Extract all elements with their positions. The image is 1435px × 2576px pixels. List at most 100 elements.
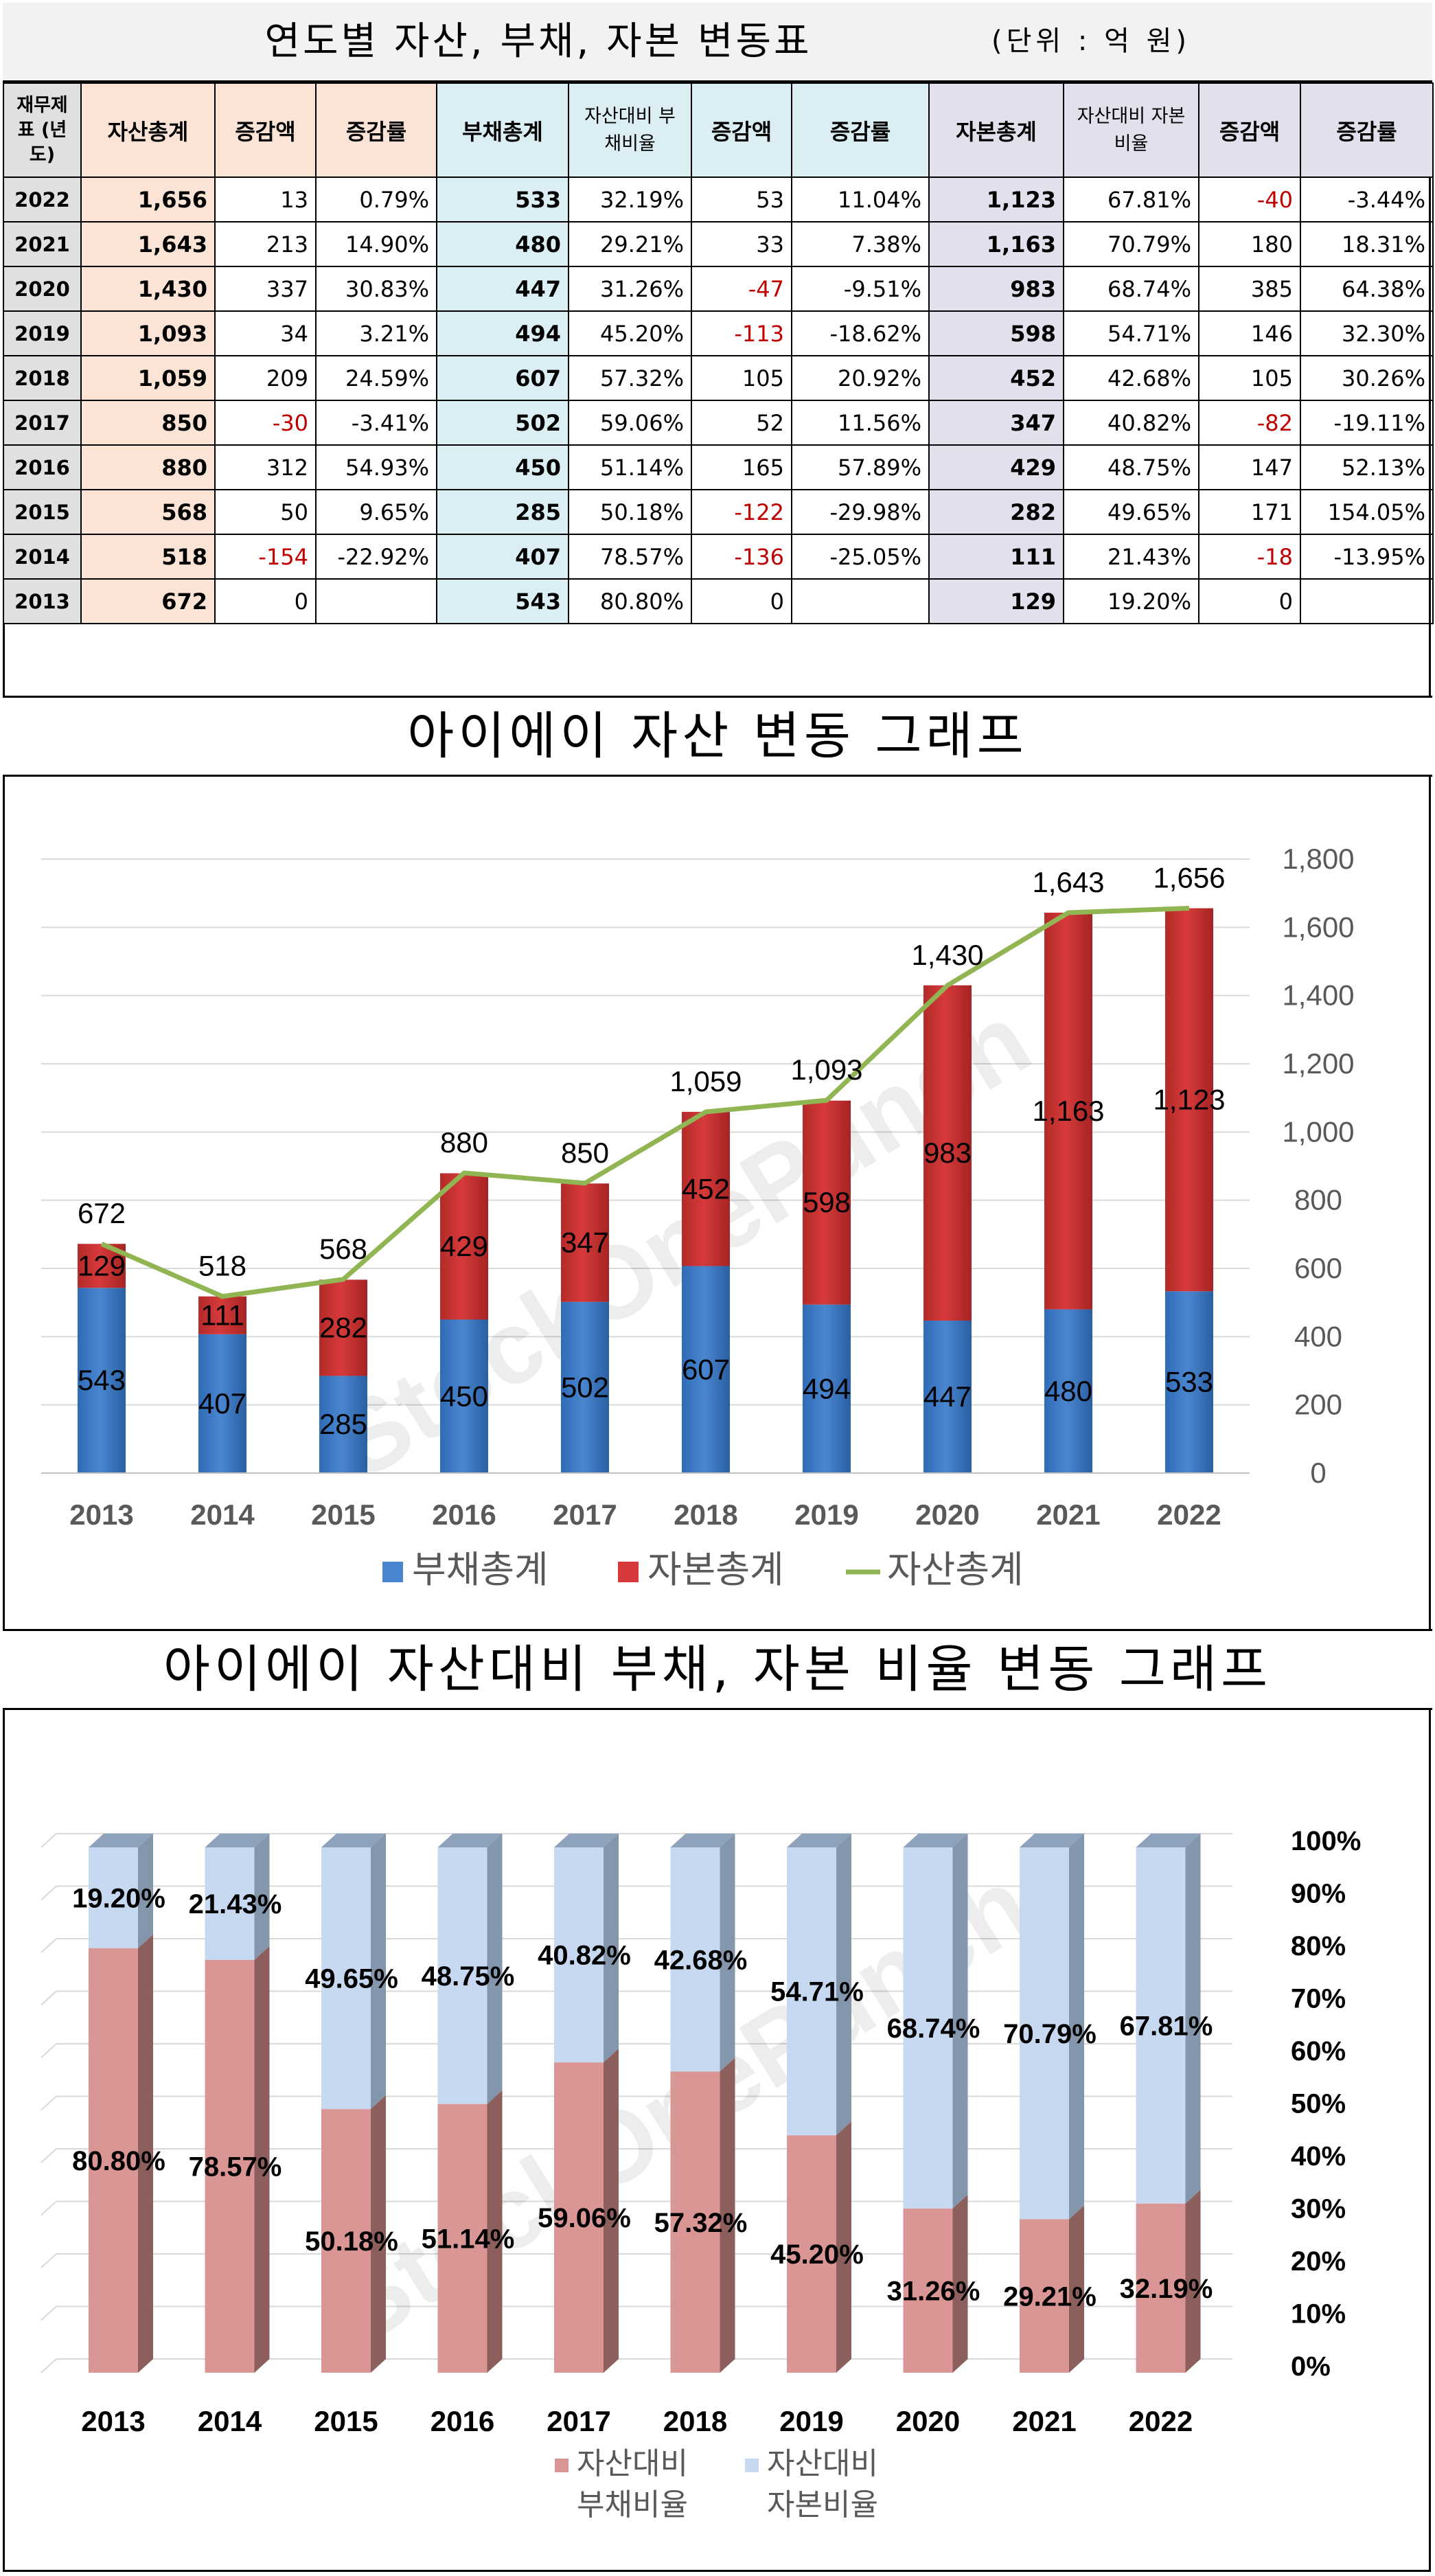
legend-label-equity-ratio-2: 자본비율: [767, 2487, 878, 2522]
col-header-liab-total: 부채총계: [436, 82, 569, 178]
equity-ratio-label: 67.81%: [1120, 2011, 1213, 2041]
cell-liab: 607: [436, 355, 569, 401]
equity-ratio-bar-top: [1020, 1834, 1084, 1847]
asset-data-label: 1,059: [669, 1065, 742, 1097]
equity-ratio-bar-side: [952, 1834, 968, 2209]
cell-liab-change: -136: [691, 534, 792, 580]
cell-eq-ratio: 70.79%: [1063, 221, 1199, 267]
cell-liab-ratio: 80.80%: [568, 578, 692, 624]
liability-ratio-label: 31.26%: [887, 2276, 980, 2306]
table-title: 연도별 자산, 부채, 자본 변동표: [264, 19, 812, 64]
cell-asset-change: -154: [214, 534, 317, 580]
x-tick-label: 2013: [81, 2405, 145, 2437]
cell-eq: 347: [928, 400, 1064, 446]
cell-eq-rate: -13.95%: [1300, 534, 1434, 580]
equity-bar: [1165, 908, 1213, 1292]
cell-eq-change: 180: [1198, 221, 1301, 267]
cell-eq: 429: [928, 444, 1064, 490]
asset-change-chart: 02004006008001,0001,2001,4001,6001,800St…: [41, 843, 1355, 1591]
liability-ratio-bar: [1020, 2219, 1069, 2373]
liability-ratio-bar-side: [371, 2095, 386, 2373]
cell-asset-change: -30: [214, 400, 317, 446]
cell-asset-rate: -3.41%: [315, 400, 437, 446]
cell-eq-rate: 32.30%: [1300, 310, 1434, 356]
liability-ratio-bar-side: [720, 2058, 735, 2373]
cell-liab-ratio: 29.21%: [568, 221, 692, 267]
cell-asset-change: 13: [214, 176, 317, 223]
y-tick-label: 20%: [1291, 2246, 1346, 2277]
cell-asset: 672: [80, 578, 216, 624]
cell-asset-change: 213: [214, 221, 317, 267]
liability-data-label: 285: [319, 1408, 367, 1440]
cell-liab: 407: [436, 534, 569, 580]
liability-ratio-bar: [1136, 2203, 1186, 2373]
financial-table: 재무제표 (년도) 자산총계 증감액 증감률 부채총계 자산대비 부채비율 증감…: [3, 82, 1434, 624]
y-tick-label: 60%: [1291, 2036, 1346, 2066]
cell-eq: 598: [928, 310, 1064, 356]
cell-asset-rate: -22.92%: [315, 534, 437, 580]
legend-label-equity: 자본총계: [647, 1548, 784, 1591]
cell-liab-change: 165: [691, 444, 792, 490]
equity-ratio-bar-side: [1069, 1834, 1084, 2220]
y-tick-label: 90%: [1291, 1879, 1346, 1909]
legend-label-liability-ratio-2: 부채비율: [577, 2487, 688, 2522]
asset-data-label: 850: [561, 1137, 609, 1169]
gridline-slant: [41, 1833, 57, 1848]
equity-ratio-bar-side: [138, 1834, 153, 1948]
legend-swatch-liability-ratio: [555, 2459, 569, 2472]
x-tick-label: 2015: [311, 1498, 375, 1531]
y-tick-label: 400: [1294, 1320, 1342, 1352]
cell-liab-change: 52: [691, 400, 792, 446]
liability-data-label: 543: [78, 1364, 126, 1396]
cell-eq-rate: 154.05%: [1300, 489, 1434, 535]
equity-data-label: 983: [923, 1137, 972, 1169]
equity-ratio-bar: [437, 1847, 487, 2104]
cell-year: 2014: [3, 534, 82, 580]
legend-label-asset: 자산총계: [887, 1548, 1024, 1591]
equity-ratio-bar-top: [321, 1834, 386, 1847]
liability-data-label: 480: [1044, 1375, 1092, 1407]
liability-ratio-bar: [554, 2062, 604, 2373]
cell-liab-rate: 11.56%: [791, 400, 930, 446]
equity-ratio-bar-top: [437, 1834, 503, 1847]
liability-ratio-bar-side: [836, 2121, 851, 2373]
cell-eq: 1,123: [928, 176, 1064, 223]
cell-eq-ratio: 21.43%: [1063, 534, 1199, 580]
cell-liab-ratio: 51.14%: [568, 444, 692, 490]
equity-ratio-bar: [205, 1847, 255, 1960]
cell-asset-rate: 14.90%: [315, 221, 437, 267]
cell-eq-change: 171: [1198, 489, 1301, 535]
liability-ratio-bar: [437, 2104, 487, 2373]
cell-liab-rate: 11.04%: [791, 176, 930, 223]
y-tick-label: 1,800: [1282, 843, 1354, 875]
cell-eq: 282: [928, 489, 1064, 535]
equity-data-label: 111: [200, 1299, 244, 1331]
legend-swatch-liability: [382, 1562, 403, 1582]
gridline-slant: [41, 1938, 57, 1953]
asset-data-label: 1,656: [1153, 862, 1225, 894]
cell-eq-change: -40: [1198, 176, 1301, 223]
cell-eq-change: 0: [1198, 578, 1301, 624]
liability-ratio-bar: [321, 2109, 371, 2373]
cell-eq: 129: [928, 578, 1064, 624]
equity-data-label: 1,163: [1032, 1095, 1104, 1127]
liability-bar: [198, 1334, 246, 1473]
cell-asset-rate: [315, 578, 437, 624]
cell-eq-ratio: 68.74%: [1063, 266, 1199, 312]
equity-bar: [923, 985, 972, 1321]
y-tick-label: 1,200: [1282, 1047, 1354, 1080]
equity-ratio-label: 49.65%: [305, 1964, 398, 1994]
y-tick-label: 40%: [1291, 2141, 1346, 2172]
liability-bar: [440, 1319, 488, 1473]
col-header-year: 재무제표 (년도): [3, 82, 82, 178]
col-header-eq-total: 자본총계: [928, 82, 1064, 178]
cell-year: 2021: [3, 221, 82, 267]
table-row: 2015 568 50 9.65% 285 50.18% -122 -29.98% 282 49.…: [3, 489, 1434, 535]
col-header-liab-change: 증감액: [691, 82, 792, 178]
cell-liab: 494: [436, 310, 569, 356]
cell-liab: 502: [436, 400, 569, 446]
liability-data-label: 447: [923, 1380, 972, 1413]
cell-liab-rate: 20.92%: [791, 355, 930, 401]
cell-year: 2020: [3, 266, 82, 312]
gridline-slant: [41, 2095, 57, 2111]
